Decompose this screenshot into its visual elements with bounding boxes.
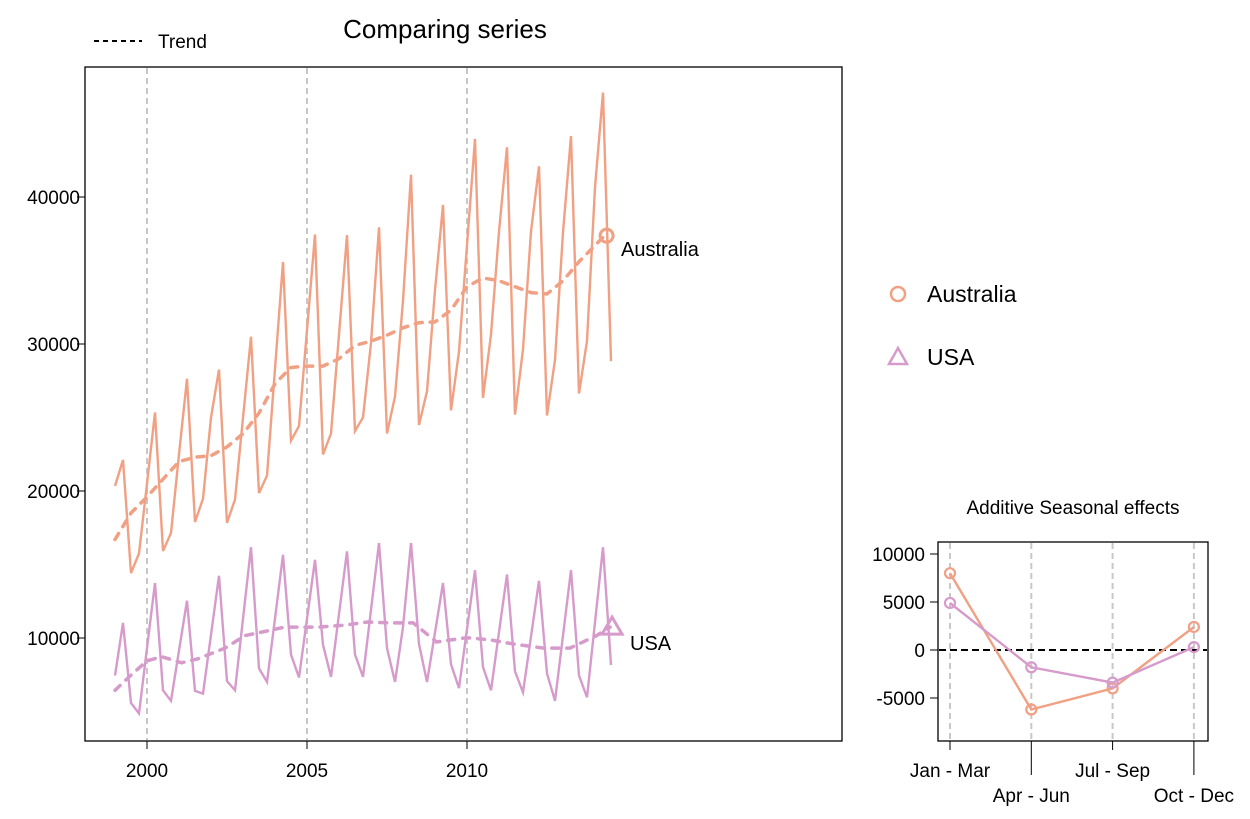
inset-y-tick-label: 5000 <box>883 593 925 614</box>
trend-line-usa <box>113 620 612 693</box>
inset-x-tick-label: Oct - Dec <box>1154 786 1234 807</box>
inset-point-usa <box>1025 661 1038 674</box>
inset-x-tick-label: Jul - Sep <box>1075 761 1150 782</box>
series-label-australia: Australia <box>621 239 700 261</box>
inset-point-australia <box>1187 620 1201 634</box>
main-plot-frame <box>84 66 843 742</box>
inset-series <box>943 567 1201 716</box>
inset-y-tick-label: -5000 <box>876 689 925 710</box>
x-tick-label: 2000 <box>126 761 168 782</box>
inset-x-tick-label: Jan - Mar <box>910 761 991 782</box>
chart-title: Comparing series <box>343 14 547 44</box>
legend-label-usa: USA <box>927 344 975 370</box>
inset-point-australia <box>1025 703 1038 716</box>
inset-gridlines <box>939 543 1207 740</box>
inset-y-tick-label: 10000 <box>872 545 925 566</box>
inset-x-tick-label: Apr - Jun <box>993 786 1070 807</box>
x-tick-label: 2010 <box>446 761 488 782</box>
main-y-axis: 10000 20000 30000 40000 <box>27 188 85 650</box>
trend-line-australia <box>113 233 607 542</box>
trend-legend: Trend <box>94 32 207 53</box>
trend-legend-label: Trend <box>158 32 207 53</box>
usa-triangle-icon <box>886 345 910 366</box>
series-line-australia <box>113 92 613 574</box>
y-tick-label: 30000 <box>27 335 80 356</box>
inset-point-australia <box>943 567 957 580</box>
inset-plot-frame <box>937 541 1209 742</box>
inset-point-usa <box>1106 676 1119 689</box>
x-tick-label: 2005 <box>286 761 328 782</box>
main-x-axis: 2000 2005 2010 <box>126 741 488 782</box>
inset-line-usa <box>949 602 1195 684</box>
inset-point-usa <box>1187 641 1201 654</box>
y-tick-label: 20000 <box>27 482 80 503</box>
inset-line-australia <box>948 572 1195 711</box>
australia-circle-icon <box>889 285 907 303</box>
main-series <box>113 92 625 717</box>
series-label-usa: USA <box>630 633 672 655</box>
series-legend: Australia USA <box>886 281 1017 370</box>
series-line-usa <box>113 542 613 717</box>
end-marker-triangle-icon <box>599 614 625 636</box>
inset-y-tick-label: 0 <box>914 641 925 662</box>
legend-label-australia: Australia <box>927 281 1017 307</box>
y-tick-label: 10000 <box>27 629 80 650</box>
inset-point-usa <box>943 596 957 610</box>
inset-title: Additive Seasonal effects <box>966 498 1179 519</box>
y-tick-label: 40000 <box>27 188 80 209</box>
end-marker-circle-icon <box>598 227 615 244</box>
